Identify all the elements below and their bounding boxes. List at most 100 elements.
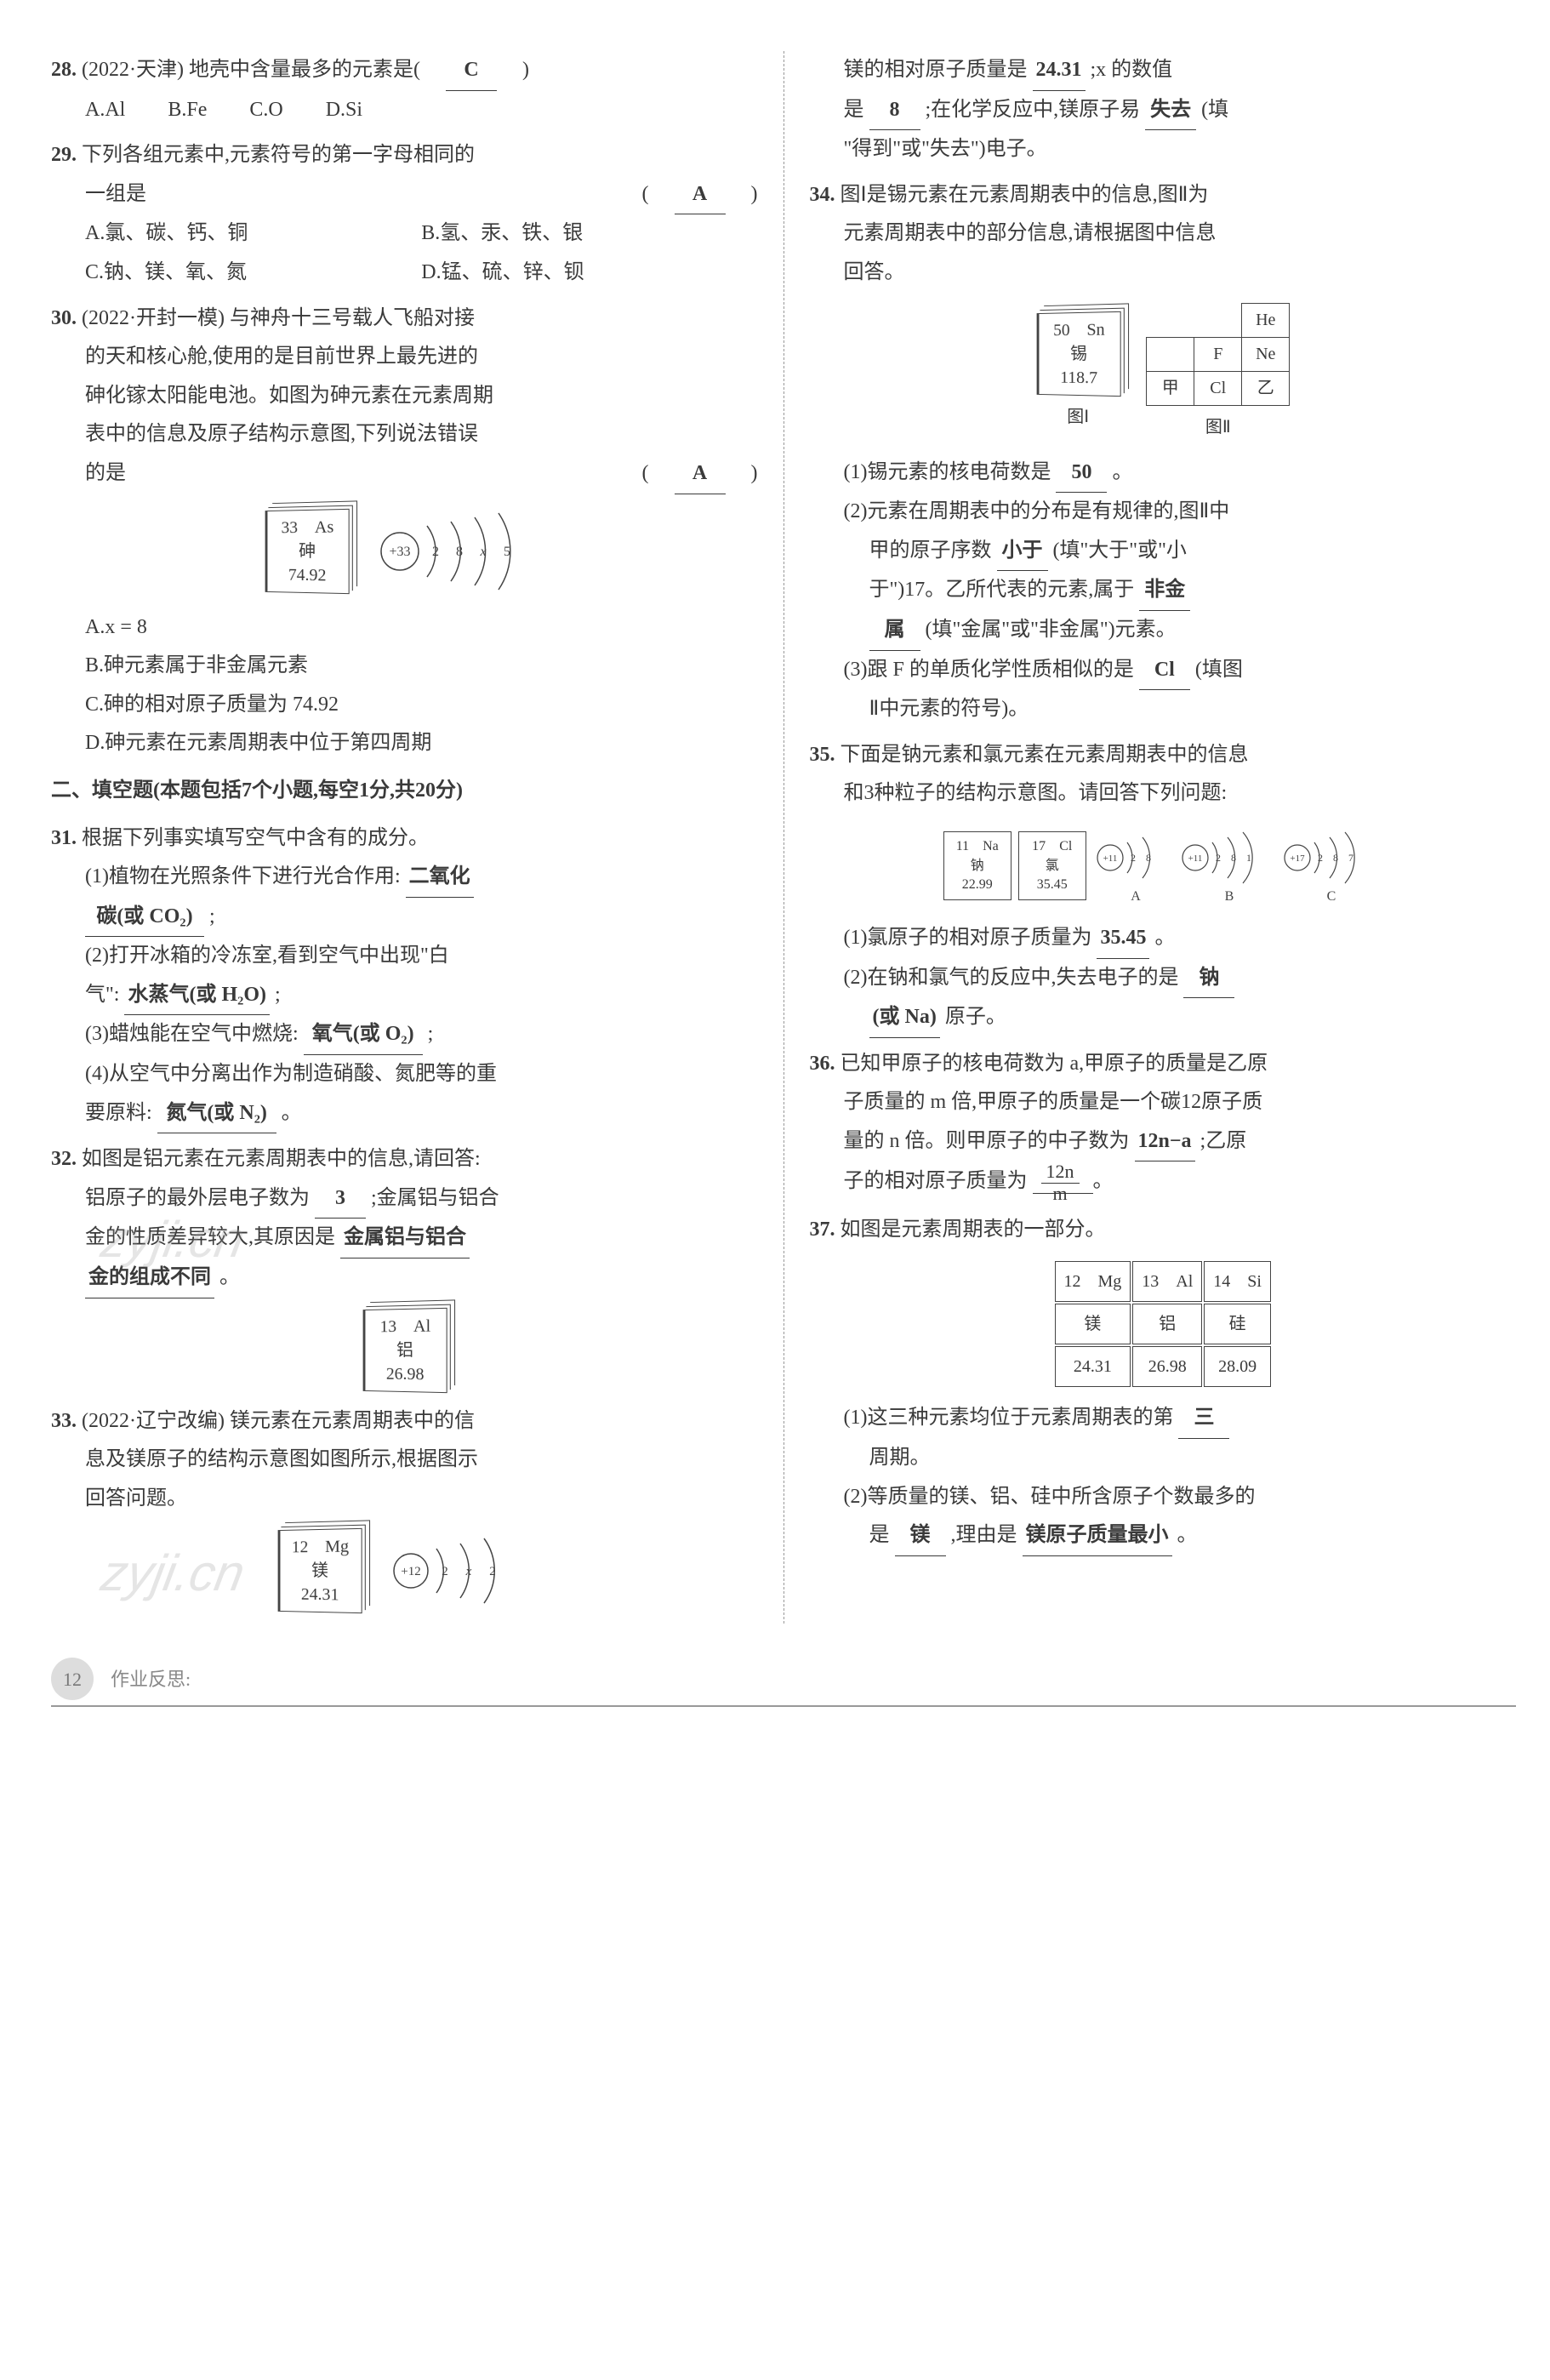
q37-tm-1: 26.98 [1132,1346,1202,1387]
q34-pt-he: He [1242,303,1290,337]
q34-s2a: (2)元素在周期表中的分布是有规律的,图Ⅱ中 [810,493,1517,532]
svg-text:+11: +11 [1103,853,1117,864]
q30-l2: 的天和核心舱,使用的是目前世界上最先进的 [51,338,758,377]
q31-s4a: (4)从空气中分离出作为制造硝酸、氮肥等的重 [51,1055,758,1094]
q37-s2-ans2: 镁原子质量最小 [1023,1516,1172,1556]
q30-el-mass: 74.92 [271,562,345,587]
q33-right: 镁的相对原子质量是 24.31 ;x 的数值 是 8 ;在化学反应中,镁原子易 … [810,51,1517,169]
q32-l3a: 金的性质差异较大,其原因是 [85,1226,335,1248]
q32-l1: 如图是铝元素在元素周期表中的信息,请回答: [82,1148,481,1170]
q34-s2-ans2: 非金 [1139,571,1190,611]
q34-figure: 50 Sn 锡 118.7 图Ⅰ He FNe 甲Cl乙 图Ⅱ [810,303,1517,443]
q36-ans1: 12n−a [1135,1122,1195,1162]
q35-el2-sym: Cl [1059,839,1072,853]
q36-l4b: 。 [1093,1171,1114,1193]
q30-opt-d: D.砷元素在元素周期表中位于第四周期 [51,724,758,763]
q34-pt-cl: Cl [1194,371,1242,405]
q33-r-ans2: 8 [869,91,920,131]
q32-el-name: 铝 [369,1338,443,1362]
q33-r-ans3: 失去 [1145,91,1196,131]
q30-src: (2022·开封一模) [82,307,225,329]
q32-l2b: ;金属铝与铝合 [371,1187,499,1209]
q29-num: 29. [51,144,77,166]
q31-s3a: (3)蜡烛能在空气中燃烧: [85,1023,299,1045]
q32-figure: 13 Al 铝 26.98 [51,1309,758,1392]
q36-l2: 子质量的 m 倍,甲原子的质量是一个碳12原子质 [810,1083,1517,1122]
q33-atom-diagram: +12 2 x 2 [387,1528,532,1613]
svg-text:5: 5 [504,545,510,559]
q31-s2b: 气": [85,984,119,1006]
q31-s1b: ; [209,905,215,927]
q34-s3c: Ⅱ中元素的符号)。 [810,690,1517,729]
page-footer: 12 作业反思: [51,1658,1516,1707]
q37-tn-2: 硅 [1204,1304,1271,1344]
q28-opts: A.Al B.Fe C.O D.Si [51,91,758,130]
svg-text:7: 7 [1348,852,1353,864]
footer-label: 作业反思: [111,1662,191,1698]
svg-text:A: A [1131,889,1141,904]
q37-tn-0: 镁 [1055,1304,1131,1344]
q30-ans: A [675,454,726,494]
q34-l1: 图Ⅰ是锡元素在元素周期表中的信息,图Ⅱ为 [841,184,1209,206]
q37-s2-ans1: 镁 [895,1516,946,1556]
q30-el-name: 砷 [271,539,345,563]
svg-text:2: 2 [1131,852,1136,864]
q37-s1-ans: 三 [1178,1399,1229,1439]
q33-element-box: 12 Mg 镁 24.31 [278,1528,362,1613]
q33-l2: 息及镁原子的结构示意图如图所示,根据图示 [51,1441,758,1480]
q30-el-num: 33 [282,518,298,537]
q33-l1: 镁元素在元素周期表中的信 [230,1410,475,1432]
q37-s2d: 。 [1177,1524,1198,1546]
q34-label2: 图Ⅱ [1205,411,1231,443]
svg-text:8: 8 [1231,852,1236,864]
right-column: 镁的相对原子质量是 24.31 ;x 的数值 是 8 ;在化学反应中,镁原子易 … [810,51,1517,1624]
q33-num: 33. [51,1410,77,1432]
q34-s2d: 于")17。乙所代表的元素,属于 [869,579,1135,601]
q30-l1: 与神舟十三号载人飞船对接 [230,307,475,329]
q30-num: 30. [51,307,77,329]
svg-text:B: B [1224,889,1234,904]
q33-el-name: 镁 [284,1559,358,1584]
q33-r2c: (填 [1201,99,1228,121]
q28-src: (2022·天津) [82,59,184,81]
q29-opt-d: D.锰、硫、锌、钡 [421,254,757,293]
q37: 37. 如图是元素周期表的一部分。 12 Mg 13 Al 14 Si 镁 铝 … [810,1211,1517,1556]
q28-opt-d: D.Si [326,91,362,130]
q32-ans1: 3 [315,1179,366,1219]
q34-s3b: (填图 [1195,659,1243,681]
q33-el-mass: 24.31 [284,1583,358,1607]
q37-figure: 12 Mg 13 Al 14 Si 镁 铝 硅 24.31 26.98 28.0… [810,1259,1517,1389]
q35-el1-sym: Na [983,839,999,853]
q34-s2e: (填"金属"或"非金属")元素。 [926,619,1177,641]
q34-pt-yi: 乙 [1242,371,1290,405]
q29-ans: A [675,175,726,215]
q37-s1b: 周期。 [810,1439,1517,1478]
q30-opt-c: C.砷的相对原子质量为 74.92 [51,686,758,725]
svg-text:+11: +11 [1188,853,1202,864]
q34-num: 34. [810,184,835,206]
q29: 29. 下列各组元素中,元素符号的第一字母相同的 一组是 ( A ) A.氯、碳… [51,136,758,292]
q36-frac-den: m [1041,1184,1080,1204]
q31-s3b: ; [428,1023,434,1045]
q36-l1: 已知甲原子的核电荷数为 a,甲原子的质量是乙原 [841,1053,1268,1075]
q37-s2b: 是 [869,1524,890,1546]
svg-text:1: 1 [1246,852,1251,864]
q34-l3: 回答。 [810,254,1517,293]
q33-el-sym: Mg [325,1538,349,1557]
q35: 35. 下面是钠元素和氯元素在元素周期表中的信息 和3种粒子的结构示意图。请回答… [810,736,1517,1038]
q30-paren-r: ) [731,462,758,484]
q34-pt-f: F [1194,337,1242,371]
q34-s2-ans3: 属 [869,611,920,651]
q30-l3: 砷化镓太阳能电池。如图为砷元素在元素周期 [51,377,758,416]
q35-num: 35. [810,744,835,766]
q35-el1-name: 钠 [948,857,1007,876]
q36-fraction: 12n m [1041,1161,1080,1203]
q30-figure: 33 As 砷 74.92 +33 2 8 x 5 [51,505,758,598]
q34-s1-ans: 50 [1056,454,1107,494]
q34-s2-ans1: 小于 [997,532,1048,572]
q31-s4b: 要原料: [85,1102,152,1124]
q32-el-num: 13 [380,1317,396,1336]
q28-ans: C [446,51,497,91]
q37-num: 37. [810,1219,835,1241]
q28-opt-a: A.Al [85,91,125,130]
